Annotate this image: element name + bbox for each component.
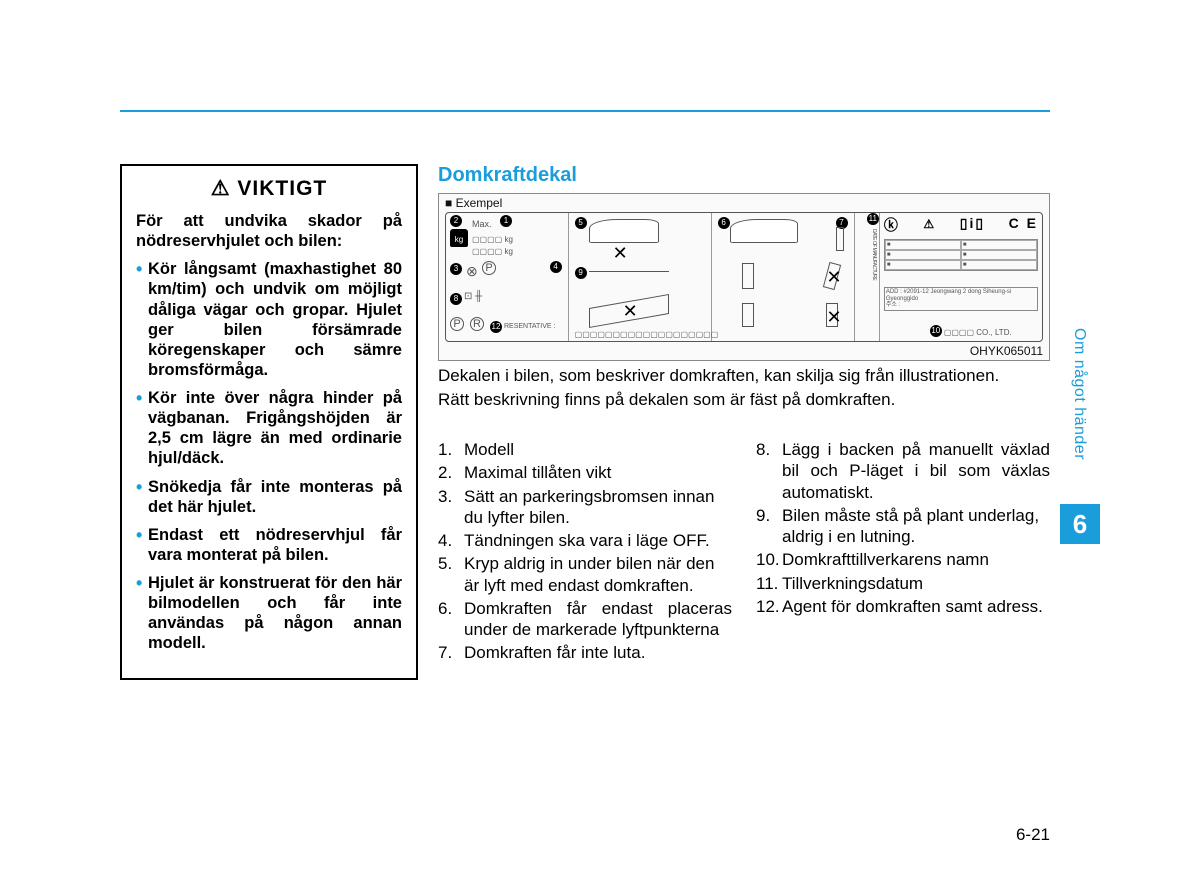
page-number: 6-21 [1016, 825, 1050, 845]
jack-section-title: Domkraftdekal [438, 164, 1050, 187]
list-item: 3.Sätt an parkeringsbromsen innan du lyf… [438, 486, 732, 529]
warning-box: ⚠ VIKTIGT För att undvika skador på nödr… [120, 164, 418, 680]
date-vert: DATE OF MANUFACTURE [871, 229, 877, 280]
car-icon-2 [730, 219, 798, 243]
numbered-list-right: 8.Lägg i backen på manuellt växlad bil o… [756, 439, 1050, 666]
jack-icon-b [742, 263, 754, 289]
callout-6: 6 [718, 217, 730, 229]
warning-item: Kör långsamt (maxhastighet 80 km/tim) oc… [136, 259, 402, 380]
warning-icon: ⚠ [211, 177, 231, 200]
callout-1: 1 [500, 215, 512, 227]
top-rule [120, 110, 1050, 112]
jack-icon-a [836, 227, 844, 251]
address-line: ADD : #2091-12 Jeongwang 2 dong Siheung-… [886, 289, 1036, 302]
callout-2: 2 [450, 215, 462, 227]
list-item: 9.Bilen måste stå på plant underlag, ald… [756, 505, 1050, 548]
warning-item: Hjulet är konstruerat för den här bilmod… [136, 573, 402, 654]
label-cell-1: 2 kg Max. 1 ▢▢▢▢ kg ▢▢▢▢ kg 3 ⊗ P 4 8 ⊡ … [446, 213, 569, 341]
warning-item: Endast ett nödreservhjul får vara monter… [136, 525, 402, 565]
callout-11: 11 [867, 213, 879, 225]
callout-8: 8 [450, 293, 462, 305]
list-item: 7.Domkraften får inte luta. [438, 642, 732, 663]
callout-4: 4 [550, 261, 562, 273]
list-item: 11.Tillverkningsdatum [756, 573, 1050, 594]
label-cell-date: 11 DATE OF MANUFACTURE [855, 213, 880, 341]
main-columns: ⚠ VIKTIGT För att undvika skador på nödr… [120, 164, 1050, 680]
callout-9: 9 [575, 267, 587, 279]
ce-mark: C E [1009, 215, 1038, 235]
max-label: Max. [472, 219, 492, 229]
kc-icon: ⓚ [884, 215, 900, 235]
list-item: 4.Tändningen ska vara i läge OFF. [438, 530, 732, 551]
numbered-list-left: 1.Modell 2.Maximal tillåten vikt 3.Sätt … [438, 439, 732, 666]
warning-intro: För att undvika skador på nödreservhjule… [136, 211, 402, 251]
warning-title: ⚠ VIKTIGT [136, 176, 402, 201]
car-icon [589, 219, 659, 243]
kg-text2: kg [504, 247, 512, 256]
compliance-table: ■■ ■■ ■■ [884, 239, 1038, 271]
figure-code: OHYK065011 [970, 344, 1043, 358]
warning-tri-icon [923, 215, 936, 235]
caption-line-1: Dekalen i bilen, som beskriver domkrafte… [438, 365, 1050, 387]
figure-caption: Dekalen i bilen, som beskriver domkrafte… [438, 365, 1050, 411]
label-cell-3: 6 7 ✕ ✕ [712, 213, 855, 341]
list-item: 8.Lägg i backen på manuellt växlad bil o… [756, 439, 1050, 503]
list-item: 5.Kryp aldrig in under bilen när den är … [438, 553, 732, 596]
list-item: 6.Domkraften får endast placeras under d… [438, 598, 732, 641]
label-cell-5: ⓚ ▯i▯ C E ■■ ■■ ■■ ADD : #2091-12 Jeongw… [880, 213, 1042, 341]
list-item: 12.Agent för domkraften samt adress. [756, 596, 1050, 617]
callout-5: 5 [575, 217, 587, 229]
label-cell-2: 5 ✕ 9 ✕ ▢▢▢▢▢▢▢▢▢▢▢▢▢▢▢▢▢▢▢ [569, 213, 712, 341]
warning-list: Kör långsamt (maxhastighet 80 km/tim) oc… [136, 259, 402, 653]
kg-icon: kg [450, 229, 468, 247]
list-item: 10.Domkrafttillverkarens namn [756, 549, 1050, 570]
chapter-tab: 6 [1060, 504, 1100, 544]
jack-icon-d [742, 303, 754, 327]
book-icon: ▯i▯ [960, 215, 985, 235]
p-circle: P [482, 261, 496, 275]
left-column: ⚠ VIKTIGT För att undvika skador på nödr… [120, 164, 418, 680]
label-inner: 2 kg Max. 1 ▢▢▢▢ kg ▢▢▢▢ kg 3 ⊗ P 4 8 ⊡ … [445, 212, 1043, 342]
caption-line-2: Rätt beskrivning finns på dekalen som är… [438, 389, 1050, 411]
jack-label-figure: ■ Exempel OHYK065011 2 kg Max. 1 ▢▢▢▢ kg… [438, 193, 1050, 361]
kg-text: kg [504, 235, 512, 244]
warning-title-text: VIKTIGT [237, 177, 327, 200]
callout-10: 10 [930, 325, 942, 337]
list-item: 2.Maximal tillåten vikt [438, 462, 732, 483]
ce-row: ⓚ ▯i▯ C E [884, 215, 1038, 235]
warning-item: Snökedja får inte monteras på det här hj… [136, 477, 402, 517]
callout-3: 3 [450, 263, 462, 275]
warning-item: Kör inte över några hinder på vägbanan. … [136, 388, 402, 469]
r-circle: R [470, 317, 484, 331]
address-box: ADD : #2091-12 Jeongwang 2 dong Siheung-… [884, 287, 1038, 311]
figure-example-label: ■ Exempel [445, 196, 502, 210]
list-item: 1.Modell [438, 439, 732, 460]
co-ltd: CO., LTD. [976, 328, 1011, 337]
callout-12: 12 [490, 321, 502, 333]
resentative: RESENTATIVE : [504, 323, 555, 330]
side-section-label: Om något händer [1070, 328, 1088, 460]
numbered-list-columns: 1.Modell 2.Maximal tillåten vikt 3.Sätt … [438, 439, 1050, 666]
right-column: Domkraftdekal ■ Exempel OHYK065011 2 kg … [438, 164, 1050, 680]
page-content: ⚠ VIKTIGT För att undvika skador på nödr… [120, 110, 1050, 830]
